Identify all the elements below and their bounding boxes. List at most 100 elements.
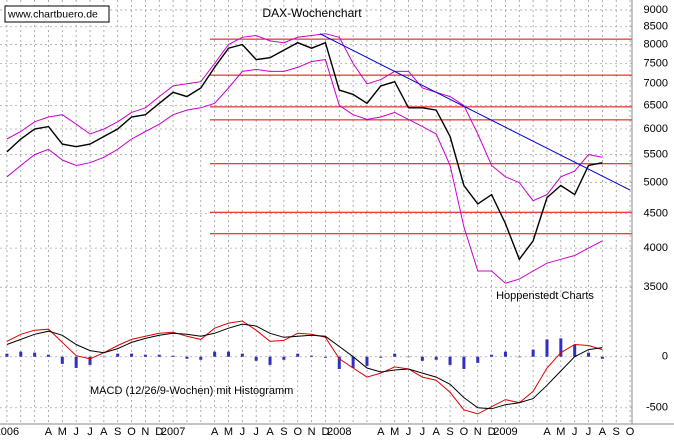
histogram-bar — [448, 356, 452, 365]
histogram-bar — [102, 356, 106, 358]
histogram-bar — [351, 356, 355, 368]
histogram-bar — [323, 356, 327, 358]
x-tick-label: M — [390, 426, 399, 438]
x-tick-label: M — [58, 426, 67, 438]
y-tick-label: 6500 — [644, 99, 668, 111]
x-tick-label: J — [73, 426, 79, 438]
histogram-bar — [282, 356, 286, 360]
x-tick-label: J — [253, 426, 259, 438]
histogram-bar — [268, 356, 272, 365]
histogram-bar — [60, 356, 64, 364]
histogram-bar — [573, 344, 577, 357]
histogram-bar — [337, 356, 341, 369]
x-tick-label: A — [543, 426, 551, 438]
histogram-bar — [490, 354, 494, 357]
y-tick-label: 5500 — [644, 148, 668, 160]
marks — [5, 33, 632, 415]
histogram-bar — [157, 354, 161, 357]
histogram-bar — [240, 353, 244, 357]
source-note: Hoppenstedt Charts — [496, 290, 594, 302]
x-tick-label: M — [224, 426, 233, 438]
histogram-bar — [171, 355, 175, 357]
signal-line — [6, 323, 603, 410]
histogram-bar — [5, 353, 9, 357]
y-tick-label: 7000 — [644, 78, 668, 90]
x-tick-label: J — [586, 426, 592, 438]
x-tick-label: N — [141, 426, 149, 438]
macd-label: MACD (12/26/9-Wochen) mit Histogramm — [90, 385, 293, 397]
y-tick-label: 7500 — [644, 57, 668, 69]
x-tick-label: O — [460, 426, 469, 438]
x-tick-label: N — [474, 426, 482, 438]
y-tick-label: 8500 — [644, 21, 668, 33]
x-tick-label: A — [45, 426, 53, 438]
histogram-bar — [46, 354, 50, 357]
x-tick-label: A — [266, 426, 274, 438]
histogram-bar — [434, 356, 438, 360]
price-line — [6, 41, 603, 261]
chart-title: DAX-Wochenchart — [262, 6, 362, 20]
histogram-bar — [587, 352, 591, 357]
x-tick-label: O — [293, 426, 302, 438]
watermark-box — [4, 5, 110, 23]
histogram-bar — [379, 356, 383, 358]
x-tick-label: N — [308, 426, 316, 438]
y-tick-label: 0 — [662, 351, 668, 363]
x-tick-label: A — [433, 426, 441, 438]
histogram-bar — [19, 351, 23, 357]
y-tick-label: 6000 — [644, 123, 668, 135]
trend-line — [319, 33, 631, 191]
histogram-bar — [393, 353, 397, 357]
histogram-bar — [199, 356, 203, 360]
histogram-bar — [213, 351, 217, 357]
x-tick-label: S — [280, 426, 287, 438]
x-tick-label: O — [127, 426, 136, 438]
histogram-bar — [420, 356, 424, 361]
x-tick-label: 2006 — [0, 426, 19, 438]
x-tick-label: 2007 — [161, 426, 185, 438]
x-tick-label: A — [377, 426, 385, 438]
histogram-bar — [503, 351, 507, 357]
histogram-bar — [143, 354, 147, 357]
band-line — [6, 59, 603, 284]
watermark: www.chartbuero.de — [7, 8, 98, 20]
histogram-bar — [462, 356, 466, 369]
histogram-bar — [226, 351, 230, 357]
histogram-bar — [74, 356, 78, 368]
histogram-bar — [310, 355, 314, 357]
x-tick-label: J — [87, 426, 93, 438]
histogram-bar — [517, 356, 521, 358]
histogram-bar — [545, 339, 549, 357]
x-tick-label: J — [406, 426, 412, 438]
x-tick-label: S — [613, 426, 620, 438]
histogram-bar — [185, 356, 189, 359]
y-tick-label: 4000 — [644, 242, 668, 254]
y-tick-label: 8000 — [644, 38, 668, 50]
histogram-bar — [296, 353, 300, 357]
histogram-bar — [33, 352, 37, 357]
x-tick-label: D — [155, 426, 163, 438]
histogram-bar — [559, 338, 563, 357]
histogram-bar — [88, 356, 92, 365]
y-tick-label: 5000 — [644, 176, 668, 188]
band-line — [6, 33, 603, 202]
x-tick-label: A — [211, 426, 219, 438]
y-tick-label: -500 — [646, 402, 668, 414]
histogram-bar — [116, 353, 120, 357]
histogram-bar — [600, 356, 604, 359]
x-tick-label: 2009 — [493, 426, 517, 438]
histogram-bar — [130, 353, 134, 357]
histogram-bar — [476, 356, 480, 363]
x-tick-label: J — [572, 426, 578, 438]
x-tick-label: A — [100, 426, 108, 438]
x-tick-label: O — [626, 426, 635, 438]
x-tick-label: J — [240, 426, 246, 438]
x-tick-label: D — [488, 426, 496, 438]
x-tick-label: 2008 — [327, 426, 351, 438]
x-tick-label: M — [556, 426, 565, 438]
histogram-bar — [254, 356, 258, 361]
x-tick-label: S — [114, 426, 121, 438]
histogram-bar — [407, 356, 411, 358]
